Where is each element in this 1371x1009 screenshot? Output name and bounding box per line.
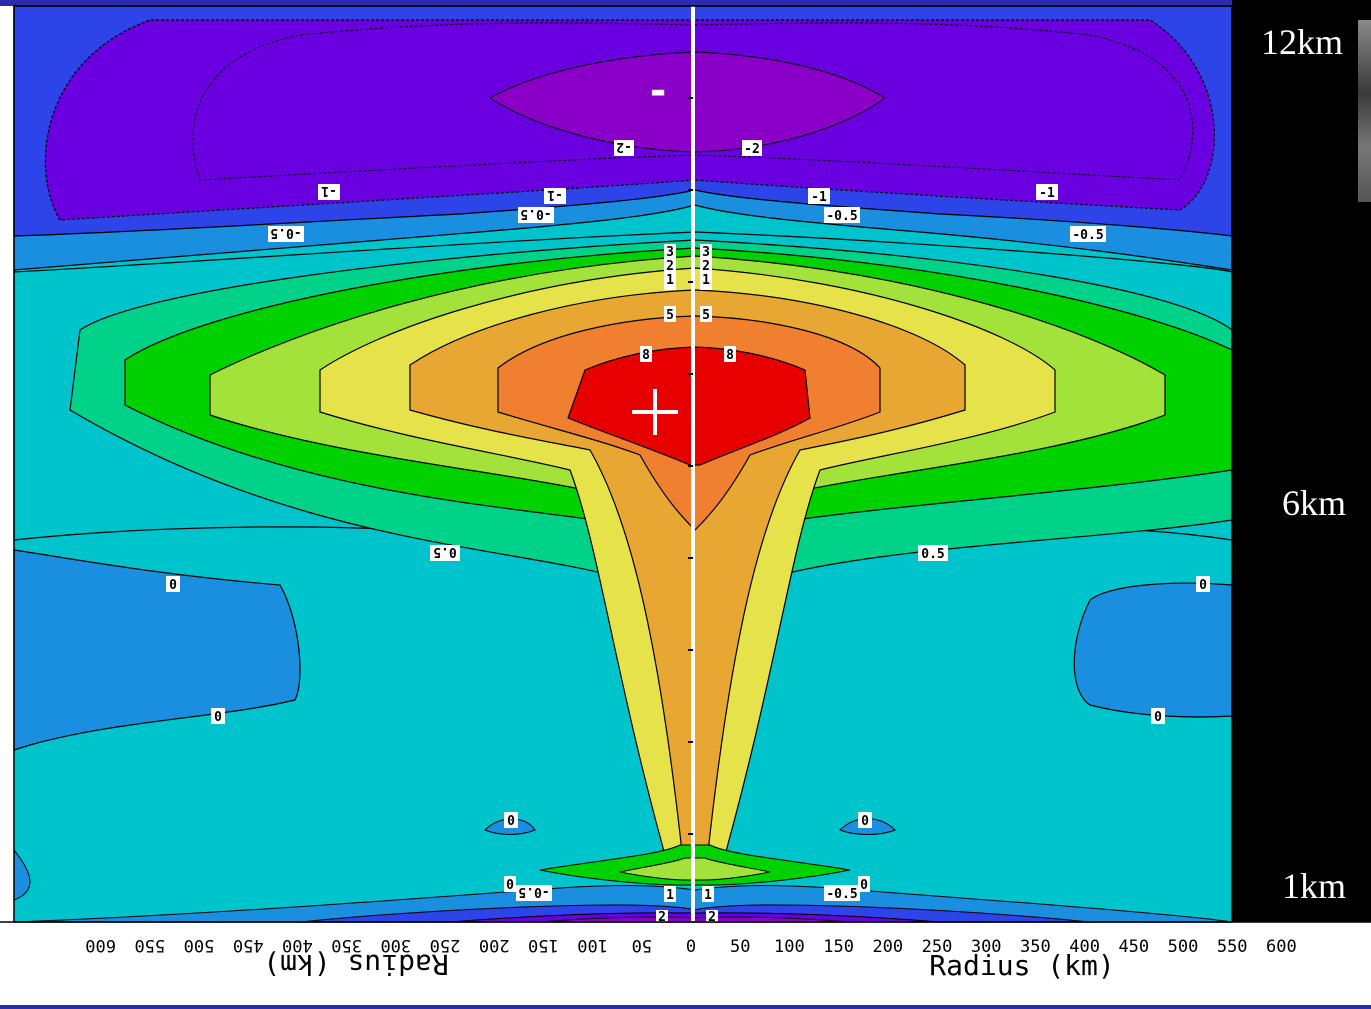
x-axis-label-left: Radius (km) [263, 948, 448, 981]
x-tick-label-right: 150 [823, 937, 854, 957]
height-label-mid: 6km [1282, 483, 1347, 523]
x-tick-label-left: 150 [528, 935, 559, 955]
contour-label: 0 [861, 814, 869, 829]
x-tick-label-left: 300 [380, 935, 411, 955]
top-border [0, 0, 1371, 6]
contour-label: -0.5 [1072, 228, 1103, 243]
x-tick-label-left: 350 [331, 935, 362, 955]
contour-label: 0 [506, 878, 514, 893]
contour-label: 0 [507, 814, 515, 829]
contour-label: 0 [169, 578, 177, 593]
contour-label: 0 [1154, 710, 1162, 725]
x-tick-label-left: 550 [134, 935, 165, 955]
contour-label: 1 [666, 273, 674, 288]
x-tick-label-left: 50 [632, 935, 652, 955]
contour-label: 5 [666, 308, 674, 323]
plus-marker [632, 389, 678, 435]
contour-label: 1 [666, 888, 674, 903]
contour-pos-4 [409, 289, 966, 881]
contour-label: 8 [726, 348, 734, 363]
contour-label: -0.5 [826, 887, 857, 902]
x-tick-label-right: 600 [1266, 937, 1297, 957]
x-tick-label-left: 450 [233, 935, 264, 955]
contour-label: -1 [547, 187, 563, 202]
contour-label: -2 [744, 142, 760, 157]
contour-label: -0.5 [520, 206, 551, 221]
contour-label: 0.5 [921, 547, 944, 562]
x-tick-label-left: 100 [577, 935, 608, 955]
contour-label: 0 [860, 878, 868, 893]
contour-lower-left-lobe [13, 549, 301, 751]
x-tick-label-left: 250 [430, 935, 461, 955]
contour-label: -1 [1039, 186, 1055, 201]
height-scale-panel: 12km 6km 1km [1232, 0, 1371, 922]
contour-label: -0.5 [826, 209, 857, 224]
x-tick-label-right: 100 [774, 937, 805, 957]
center-axis-ticks [688, 97, 693, 835]
height-label-bottom: 1km [1282, 866, 1347, 906]
contour-label: 2 [702, 259, 710, 274]
x-tick-label-left: 0 [686, 937, 696, 957]
contour-label: -2 [616, 139, 632, 154]
x-tick-label-left: 200 [479, 935, 510, 955]
contour-label: -1 [321, 183, 337, 198]
contour-label: -0.5 [270, 225, 301, 240]
x-tick-label-right: 200 [872, 937, 903, 957]
contour-label: 8 [642, 348, 650, 363]
x-tick-label-right: 550 [1217, 937, 1248, 957]
x-tick-label-right: 250 [922, 937, 953, 957]
contour-label: -0.5 [518, 884, 549, 899]
contour-label: 1 [704, 888, 712, 903]
minus-marker: - [650, 68, 667, 114]
x-tick-label-left: 500 [184, 935, 215, 955]
x-tick-label-right: 400 [1069, 937, 1100, 957]
contour-label: 0 [214, 710, 222, 725]
contour-label: 1 [702, 273, 710, 288]
contour-label: 0.5 [433, 544, 456, 559]
contour-label: 0 [1199, 578, 1207, 593]
contour-lower-right-lobe [1073, 582, 1233, 718]
contour-label: 2 [666, 259, 674, 274]
height-label-top: 12km [1261, 22, 1344, 62]
contour-label: 3 [702, 245, 710, 260]
contour-label: 5 [702, 308, 710, 323]
satellite-thumbnail [1358, 20, 1371, 202]
x-axis: 600 550 500 450 400 350 300 250 200 150 100 50 0 50 1… [0, 921, 1371, 982]
contour-label: 2 [708, 910, 716, 925]
x-tick-label-right: 300 [971, 937, 1002, 957]
contour-label: -1 [811, 190, 827, 205]
contour-label: 2 [658, 910, 666, 925]
x-tick-label-right: 450 [1118, 937, 1149, 957]
x-tick-label-left: 400 [282, 935, 313, 955]
bottom-border [0, 1005, 1371, 1009]
contour-label: 3 [666, 245, 674, 260]
contour-pos-8 [567, 346, 811, 466]
x-tick-label-right: 50 [730, 937, 750, 957]
x-tick-label-right: 500 [1168, 937, 1199, 957]
x-tick-label-right: 350 [1020, 937, 1051, 957]
x-axis-label-right: Radius (km) [929, 949, 1114, 982]
x-tick-label-left: 600 [85, 935, 116, 955]
